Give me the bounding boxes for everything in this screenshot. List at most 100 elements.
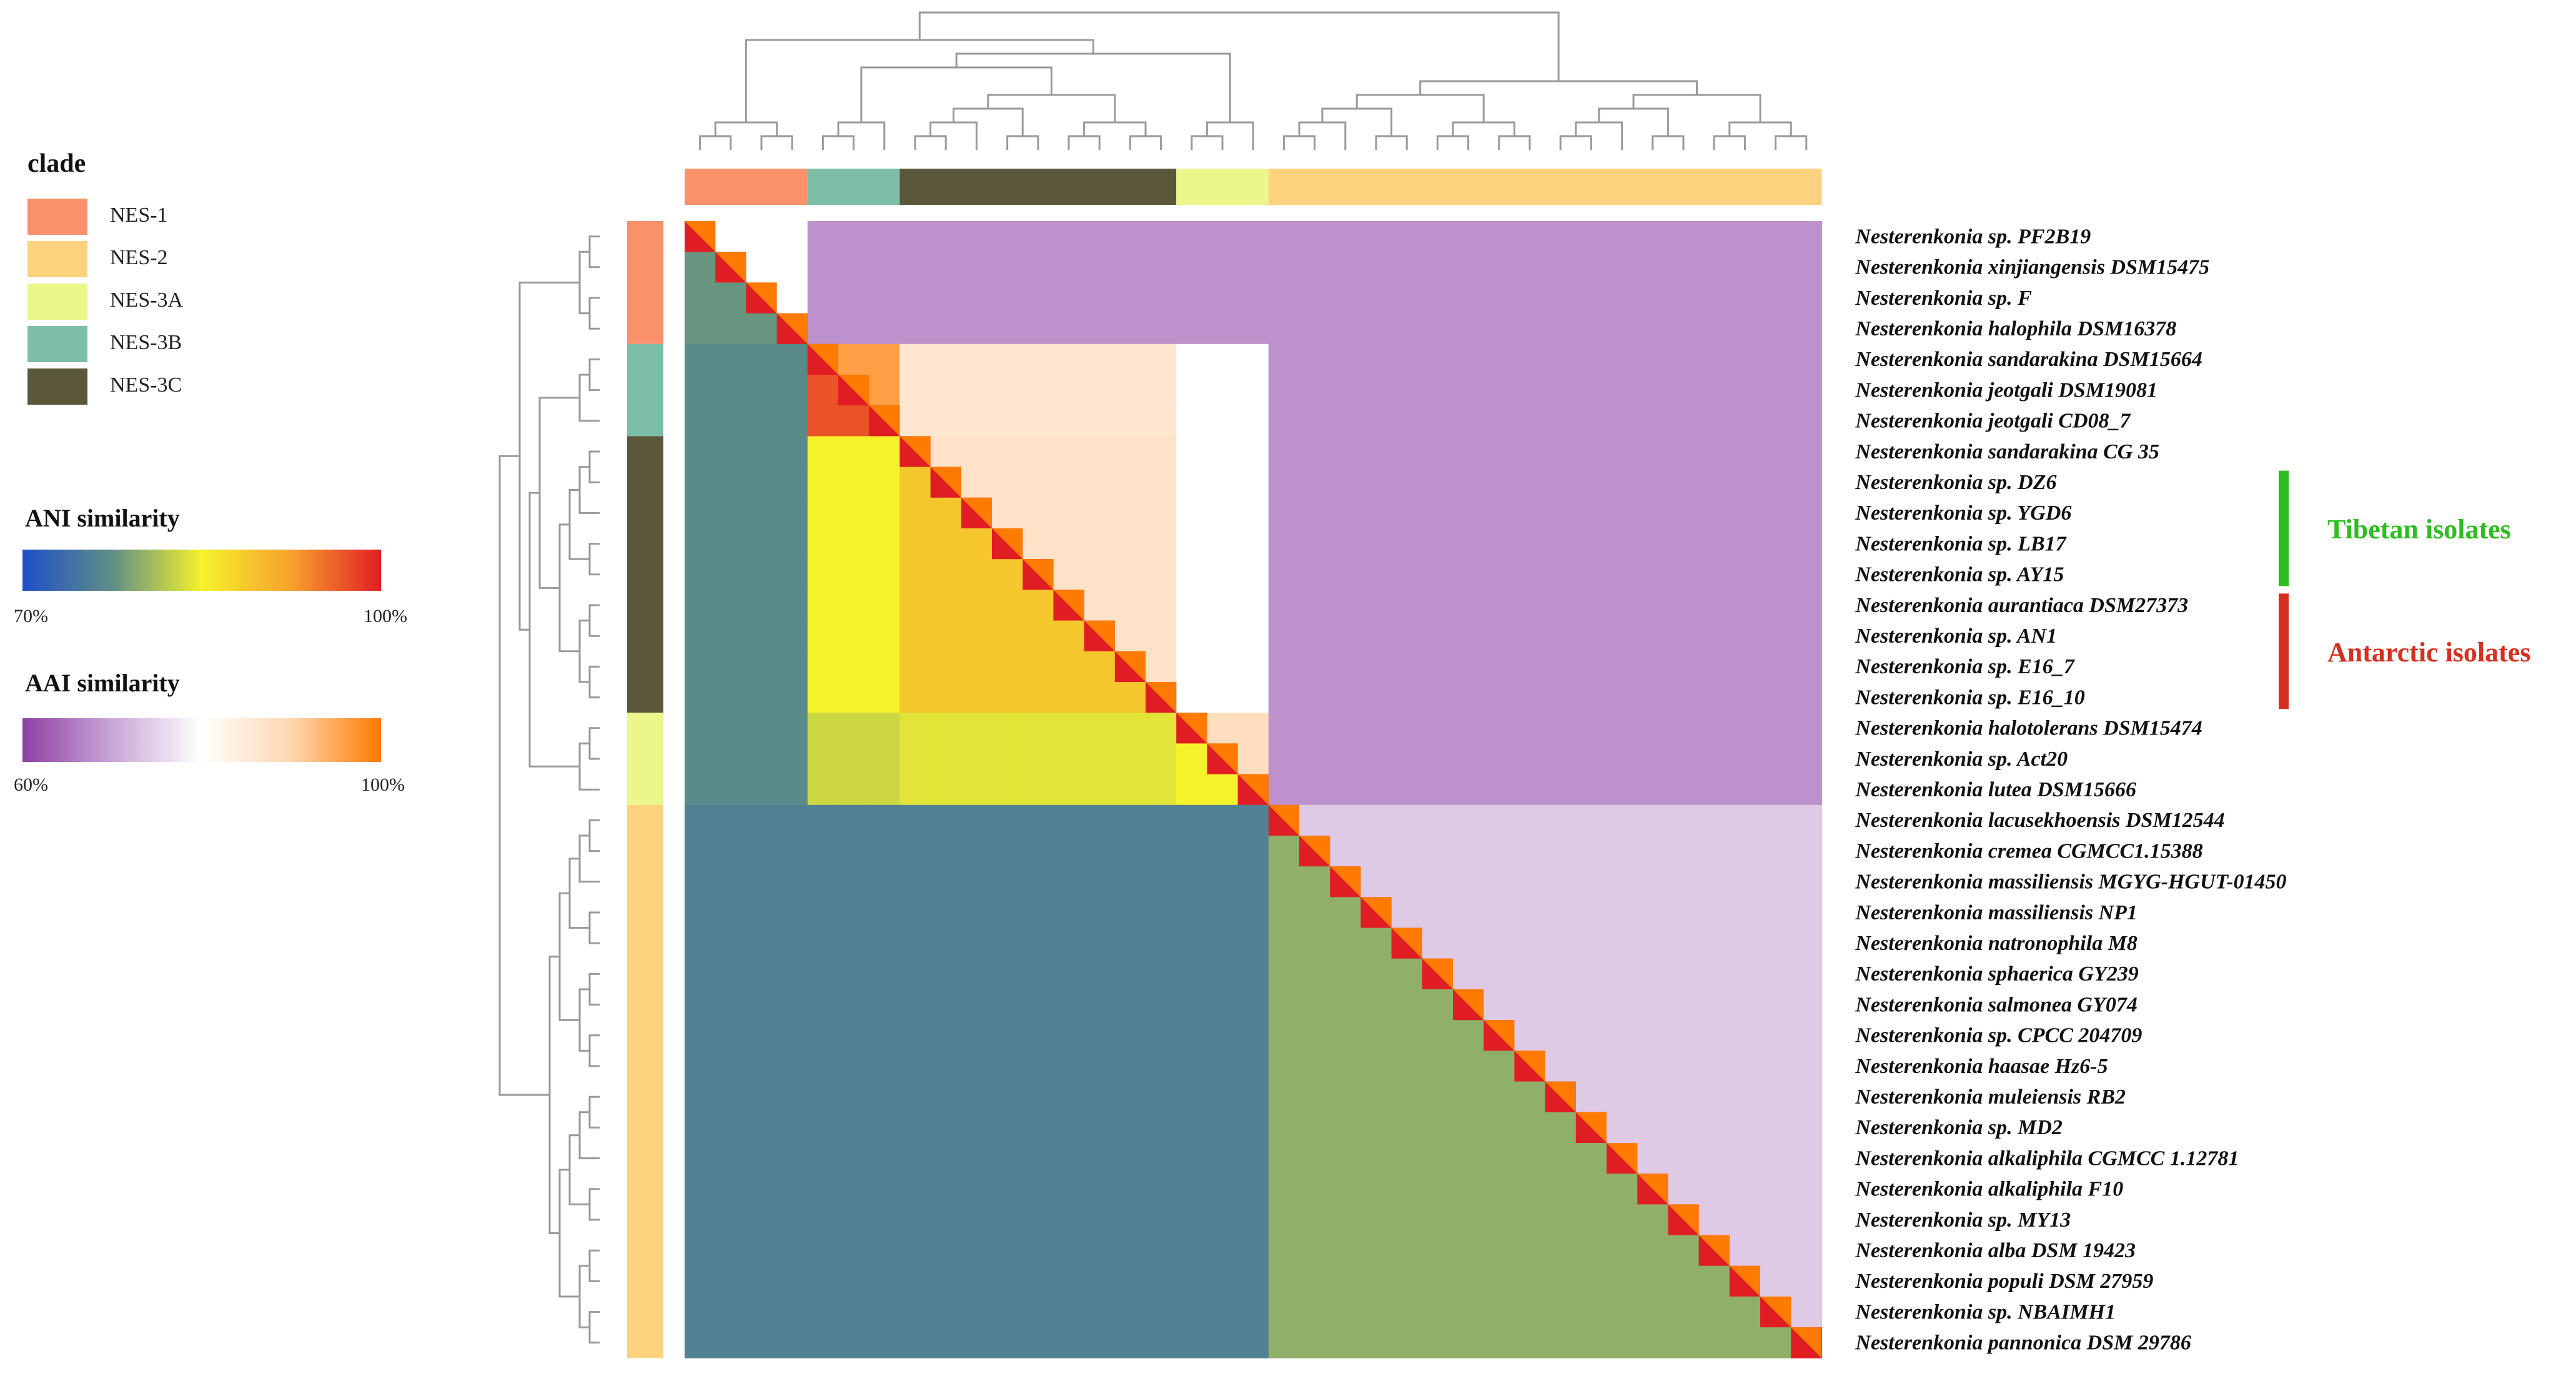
heatmap-cell xyxy=(1668,282,1700,314)
heatmap-cell xyxy=(1514,436,1546,468)
heatmap-cell xyxy=(1453,1143,1484,1174)
heatmap-cell xyxy=(1453,958,1484,990)
heatmap-cell xyxy=(1299,559,1330,590)
heatmap-cell xyxy=(1268,1081,1300,1113)
heatmap-cell xyxy=(869,897,900,929)
heatmap-cell xyxy=(1637,651,1668,683)
heatmap-cell xyxy=(715,313,746,345)
heatmap-cell xyxy=(715,1112,746,1144)
heatmap-cell xyxy=(1053,1081,1085,1113)
heatmap-cell xyxy=(1668,743,1700,775)
heatmap-cell xyxy=(1729,590,1761,621)
heatmap-cell xyxy=(776,1327,808,1358)
heatmap-cell xyxy=(1023,713,1054,744)
heatmap-cell xyxy=(746,682,778,713)
heatmap-cell xyxy=(1237,1204,1269,1236)
top-clade-segment xyxy=(807,169,900,205)
heatmap-cell xyxy=(807,313,839,345)
heatmap-cell xyxy=(1053,927,1085,959)
heatmap-cell xyxy=(1760,620,1791,652)
heatmap-cell xyxy=(1484,743,1515,775)
heatmap-cell xyxy=(1053,774,1085,806)
heatmap-cell xyxy=(1791,1050,1822,1082)
heatmap-cell xyxy=(961,713,993,744)
heatmap-cell xyxy=(1207,1327,1239,1358)
heatmap-cell xyxy=(930,497,962,529)
heatmap-cell xyxy=(1668,405,1700,437)
heatmap-cell xyxy=(1207,620,1239,652)
heatmap-cell xyxy=(1484,497,1515,529)
strain-label: Nesterenkonia sp. PF2B19 xyxy=(1855,225,2091,248)
heatmap-cell xyxy=(1422,804,1454,836)
heatmap-cell xyxy=(1422,1020,1454,1051)
dendrogram-branch xyxy=(1559,135,1592,150)
heatmap-cell xyxy=(1146,405,1177,437)
heatmap-cell xyxy=(1637,1020,1668,1051)
left-clade-segment xyxy=(627,804,663,1358)
heatmap-cell xyxy=(1760,497,1791,529)
heatmap-cell xyxy=(838,958,869,990)
heatmap-cell xyxy=(1207,344,1239,375)
heatmap-cell xyxy=(1545,866,1577,897)
heatmap-cell xyxy=(869,252,900,283)
heatmap-cell xyxy=(1729,989,1761,1021)
heatmap-cell xyxy=(1330,590,1361,621)
heatmap-cell xyxy=(1760,1327,1791,1358)
heatmap-cell xyxy=(838,1204,869,1236)
heatmap-cell xyxy=(1545,467,1577,498)
dendrogram-branch xyxy=(538,397,580,589)
dendrogram-branch xyxy=(588,604,600,637)
heatmap-cell xyxy=(838,1112,869,1144)
heatmap-cell xyxy=(776,651,808,683)
heatmap-cell xyxy=(715,375,746,406)
heatmap-cell xyxy=(1176,559,1207,590)
heatmap-cell xyxy=(1575,620,1607,652)
dendrogram-branch xyxy=(1129,135,1162,150)
heatmap-cell xyxy=(1360,559,1392,590)
heatmap-cell xyxy=(1114,897,1146,929)
heatmap-cell xyxy=(1422,313,1454,345)
heatmap-cell xyxy=(1360,958,1392,990)
strain-label: Nesterenkonia sp. E16_10 xyxy=(1855,686,2084,709)
heatmap-cell xyxy=(1729,1020,1761,1051)
heatmap-cell xyxy=(1729,528,1761,560)
heatmap-cell xyxy=(1545,252,1577,283)
heatmap-cells xyxy=(685,221,1822,1358)
heatmap-cell xyxy=(1698,375,1730,406)
heatmap-cell xyxy=(899,989,931,1021)
heatmap-cell xyxy=(930,743,962,775)
heatmap-cell xyxy=(1760,405,1791,437)
heatmap-cell xyxy=(1114,467,1146,498)
heatmap-cell xyxy=(838,405,869,437)
dendrogram-branch xyxy=(518,281,580,631)
heatmap-cell xyxy=(1729,221,1761,252)
heatmap-cell xyxy=(930,897,962,929)
heatmap-cell xyxy=(1053,375,1085,406)
heatmap-cell xyxy=(1299,958,1330,990)
heatmap-cell xyxy=(1760,1174,1791,1205)
diagonal-aai-cell xyxy=(685,221,716,252)
heatmap-cell xyxy=(1360,221,1392,252)
heatmap-cell xyxy=(1268,405,1300,437)
heatmap-cell xyxy=(1330,252,1361,283)
heatmap-cell xyxy=(1084,866,1116,897)
heatmap-cell xyxy=(961,989,993,1021)
strain-label: Nesterenkonia sp. DZ6 xyxy=(1855,471,2056,494)
heatmap-cell xyxy=(1391,1112,1423,1144)
heatmap-cell xyxy=(1545,497,1577,529)
heatmap-cell xyxy=(992,497,1023,529)
diagonal-aai-cell xyxy=(1053,590,1084,621)
heatmap-cell xyxy=(838,1174,869,1205)
heatmap-cell xyxy=(1637,528,1668,560)
heatmap-cell xyxy=(1114,1174,1146,1205)
heatmap-cell xyxy=(1575,559,1607,590)
heatmap-cell xyxy=(746,528,778,560)
heatmap-cell xyxy=(1146,467,1177,498)
heatmap-cell xyxy=(1237,620,1269,652)
heatmap-cell xyxy=(1791,804,1822,836)
heatmap-cell xyxy=(776,958,808,990)
heatmap-cell xyxy=(1146,1297,1177,1328)
heatmap-cell xyxy=(1268,1327,1300,1358)
heatmap-cell xyxy=(1453,528,1484,560)
dendrogram-branch xyxy=(837,121,886,150)
